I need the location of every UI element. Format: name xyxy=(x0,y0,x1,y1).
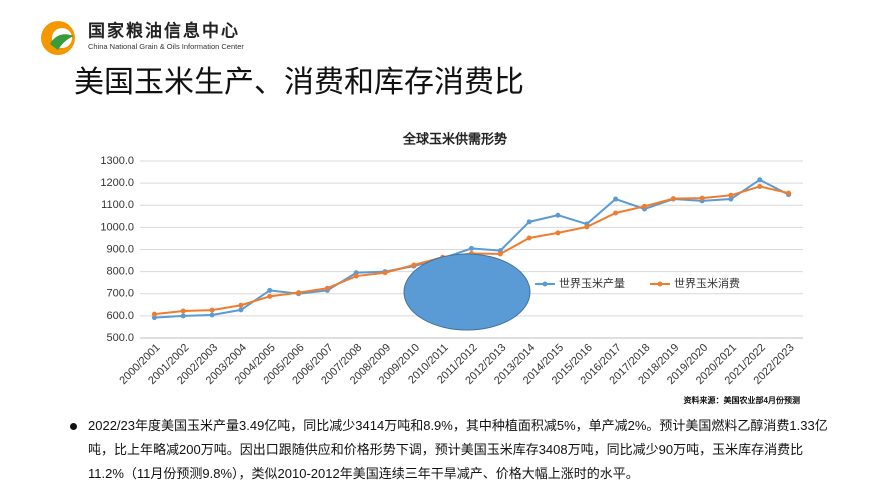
y-tick-label: 1100.0 xyxy=(101,199,134,211)
data-point xyxy=(728,196,734,202)
data-point xyxy=(267,287,273,293)
logo-en: China National Grain & Oils Information … xyxy=(88,42,244,51)
data-point xyxy=(238,302,244,308)
data-point xyxy=(728,192,734,198)
source: 资料来源：美国农业部4月份预测 xyxy=(684,395,800,405)
y-tick-label: 1200.0 xyxy=(100,177,134,189)
data-point xyxy=(180,308,186,314)
data-point xyxy=(757,183,763,189)
data-point xyxy=(324,285,330,291)
y-tick-label: 500.0 xyxy=(106,332,134,344)
data-point xyxy=(757,177,763,183)
data-point xyxy=(641,203,647,209)
data-point xyxy=(555,212,561,218)
data-point xyxy=(526,235,532,241)
bullet-dot xyxy=(70,423,77,430)
legend-marker xyxy=(657,281,663,287)
data-point xyxy=(238,307,244,313)
legend-label: 世界玉米消费 xyxy=(674,276,740,290)
logo xyxy=(41,21,75,55)
y-tick-label: 800.0 xyxy=(106,266,134,278)
data-point xyxy=(526,219,532,225)
logo-leaf xyxy=(50,34,74,50)
data-point xyxy=(469,245,474,251)
chart-title: 全球玉米供需形势 xyxy=(402,131,507,146)
y-tick-label: 1300.0 xyxy=(100,155,134,167)
data-point xyxy=(209,307,215,313)
data-point xyxy=(151,311,157,317)
data-point xyxy=(584,224,590,230)
data-point xyxy=(786,190,792,196)
y-tick-label: 600.0 xyxy=(106,310,134,322)
data-point xyxy=(353,273,359,279)
slide-title: 美国玉米生产、消费和库存消费比 xyxy=(74,66,524,99)
data-point xyxy=(670,196,676,202)
data-point xyxy=(613,210,619,216)
data-point xyxy=(497,251,503,257)
highlight-ellipse xyxy=(403,253,531,331)
data-point xyxy=(296,290,302,296)
data-point xyxy=(180,313,186,319)
chart: 国家粮油信息中心 China National Grain & Oils Inf… xyxy=(41,20,803,405)
data-point xyxy=(209,312,215,318)
legend-label: 世界玉米产量 xyxy=(559,276,625,290)
data-point xyxy=(613,196,619,202)
data-point xyxy=(555,230,561,236)
data-point xyxy=(267,293,273,299)
bullet-text: 2022/23年度美国玉米产量3.49亿吨，同比减少3414万吨和8.9%，其中… xyxy=(88,418,828,481)
legend-marker xyxy=(542,281,548,287)
y-tick-label: 700.0 xyxy=(106,288,134,300)
data-point xyxy=(151,315,157,321)
data-point xyxy=(411,262,417,268)
y-tick-label: 1000.0 xyxy=(100,221,134,233)
logo-cn: 国家粮油信息中心 xyxy=(88,20,240,40)
data-point xyxy=(699,195,705,201)
y-tick-label: 900.0 xyxy=(106,243,134,255)
data-point xyxy=(382,270,388,276)
